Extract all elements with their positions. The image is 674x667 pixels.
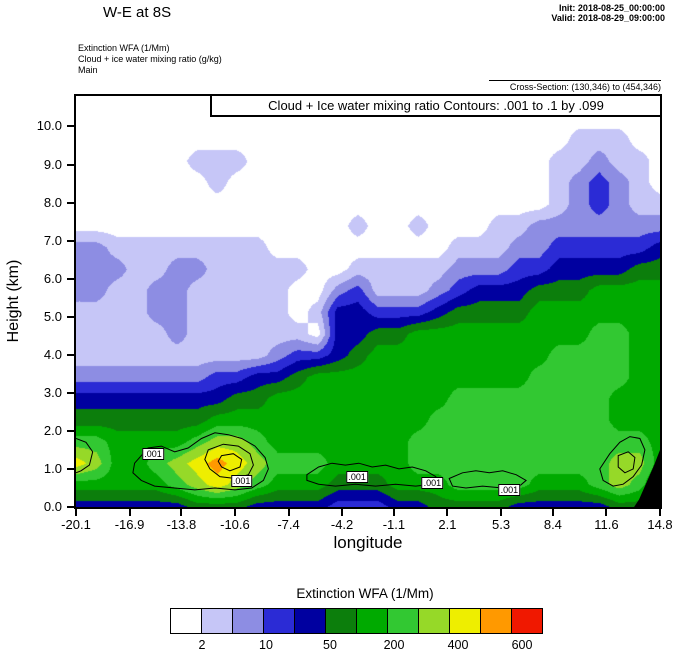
field-line-main: Main bbox=[78, 65, 98, 75]
legend-tick-label: 10 bbox=[259, 638, 273, 652]
legend-color-box bbox=[294, 608, 326, 634]
legend-color-box bbox=[480, 608, 512, 634]
y-tick-label: 10.0 bbox=[36, 118, 62, 134]
x-tick-mark bbox=[551, 509, 554, 516]
legend: Extinction WFA (1/Mm) 2 10 50 200 400 600 bbox=[0, 586, 674, 661]
y-tick-mark bbox=[67, 201, 74, 204]
x-tick-label: 14.8 bbox=[647, 517, 673, 532]
y-tick-mark bbox=[67, 353, 74, 356]
x-tick-mark bbox=[128, 509, 131, 516]
x-tick-mark bbox=[392, 509, 395, 516]
x-tick-label: -10.6 bbox=[220, 517, 250, 532]
y-tick-label: 4.0 bbox=[43, 346, 62, 362]
y-axis-title: Height (km) bbox=[5, 259, 22, 343]
x-tick-mark bbox=[341, 509, 344, 516]
terrain-silhouette bbox=[634, 449, 660, 507]
cloud-mixing-ratio-contour bbox=[132, 432, 269, 491]
x-tick-mark bbox=[233, 509, 236, 516]
contour-note-box: Cloud + Ice water mixing ratio Contours:… bbox=[210, 94, 662, 117]
y-tick-mark bbox=[67, 315, 74, 318]
cloud-mixing-ratio-contour bbox=[448, 470, 527, 489]
cross-section-rule bbox=[489, 80, 661, 81]
cloud-mixing-ratio-contour bbox=[617, 451, 636, 474]
cloud-mixing-ratio-contour bbox=[76, 438, 94, 474]
y-tick-label: 7.0 bbox=[43, 232, 62, 248]
legend-color-box bbox=[356, 608, 388, 634]
x-tick-mark bbox=[500, 509, 503, 516]
legend-tick-labels: 2 10 50 200 400 600 bbox=[170, 638, 556, 653]
extinction-shading-canvas bbox=[76, 96, 660, 507]
y-tick-mark bbox=[67, 125, 74, 128]
x-tick-label: -1.1 bbox=[382, 517, 406, 532]
field-line-extinction: Extinction WFA (1/Mm) bbox=[78, 43, 170, 53]
y-tick-label: 3.0 bbox=[43, 384, 62, 400]
cloud-mixing-ratio-contour bbox=[599, 436, 646, 487]
x-tick-mark bbox=[446, 509, 449, 516]
x-tick-mark bbox=[180, 509, 183, 516]
y-tick-label: 6.0 bbox=[43, 270, 62, 286]
x-tick-label: 2.1 bbox=[438, 517, 457, 532]
init-time-label: Init: 2018-08-25_00:00:00 bbox=[558, 3, 665, 13]
y-tick-mark bbox=[67, 163, 74, 166]
cloud-mixing-ratio-contour bbox=[204, 443, 254, 480]
x-tick-label: 11.6 bbox=[594, 517, 619, 532]
y-tick-label: 8.0 bbox=[43, 194, 62, 210]
field-description-block: Extinction WFA (1/Mm) Cloud + ice water … bbox=[78, 43, 222, 76]
y-tick-label: 5.0 bbox=[43, 308, 62, 324]
field-line-cloud-ice: Cloud + ice water mixing ratio (g/kg) bbox=[78, 54, 222, 64]
legend-tick-label: 400 bbox=[447, 638, 469, 652]
contour-terrain-overlay bbox=[76, 432, 660, 507]
x-tick-label: -16.9 bbox=[114, 517, 145, 532]
contour-label: .001 bbox=[346, 471, 368, 484]
y-tick-mark bbox=[67, 277, 74, 280]
x-tick-mark bbox=[605, 509, 608, 516]
legend-tick-label: 50 bbox=[323, 638, 337, 652]
cloud-mixing-ratio-contour bbox=[217, 453, 243, 472]
contour-label: .001 bbox=[142, 448, 164, 461]
y-tick-mark bbox=[67, 429, 74, 432]
x-tick-label: 8.4 bbox=[543, 517, 562, 532]
legend-color-box bbox=[263, 608, 295, 634]
cloud-mixing-ratio-contour bbox=[306, 462, 437, 487]
y-tick-mark bbox=[67, 467, 74, 470]
legend-color-box bbox=[418, 608, 450, 634]
y-tick-mark bbox=[67, 239, 74, 242]
y-tick-label: 1.0 bbox=[43, 460, 62, 476]
legend-colorbar bbox=[170, 608, 543, 634]
x-tick-mark bbox=[659, 509, 661, 516]
x-tick-mark bbox=[287, 509, 290, 516]
contour-label: .001 bbox=[421, 477, 444, 490]
x-tick-mark bbox=[75, 509, 77, 516]
contour-label: .001 bbox=[498, 483, 521, 496]
legend-tick-label: 2 bbox=[198, 638, 206, 652]
x-tick-label: -7.4 bbox=[277, 517, 300, 532]
y-tick-label: 9.0 bbox=[43, 156, 62, 172]
y-tick-mark bbox=[67, 391, 74, 394]
legend-color-box bbox=[201, 608, 233, 634]
legend-color-box bbox=[449, 608, 481, 634]
plot-area: .001 .001 .001 .001 .001 Cloud + Ice water m… bbox=[74, 94, 662, 509]
legend-title: Extinction WFA (1/Mm) bbox=[296, 586, 434, 601]
legend-color-box bbox=[387, 608, 419, 634]
legend-color-box bbox=[232, 608, 264, 634]
legend-tick-label: 600 bbox=[511, 638, 533, 652]
x-tick-label: -4.2 bbox=[330, 517, 354, 532]
y-tick-label: 2.0 bbox=[43, 422, 62, 438]
x-tick-label: 5.3 bbox=[491, 517, 511, 532]
y-tick-label: 0.0 bbox=[43, 499, 62, 514]
valid-time-label: Valid: 2018-08-29_09:00:00 bbox=[551, 13, 665, 23]
cross-section-info: Cross-Section: (130,346) to (454,346) bbox=[509, 82, 661, 92]
contour-label: .001 bbox=[230, 475, 253, 488]
figure-title: W-E at 8S bbox=[103, 4, 172, 21]
x-tick-label: -13.8 bbox=[166, 517, 197, 532]
legend-color-box bbox=[325, 608, 357, 634]
x-axis-title: longitude bbox=[333, 533, 403, 552]
legend-tick-label: 200 bbox=[383, 638, 405, 652]
x-tick-label: -20.1 bbox=[61, 517, 91, 532]
legend-color-box bbox=[511, 608, 543, 634]
y-tick-mark bbox=[67, 506, 74, 508]
legend-color-box bbox=[170, 608, 202, 634]
